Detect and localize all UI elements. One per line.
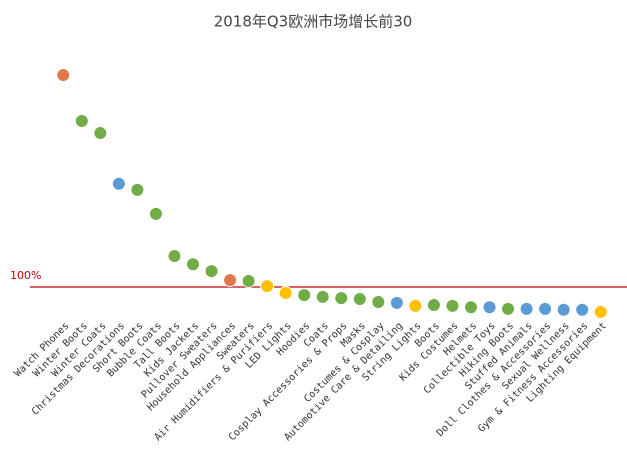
dot (297, 288, 312, 303)
dot (315, 289, 330, 304)
dot (278, 286, 293, 301)
dot (371, 295, 386, 310)
dot (501, 301, 516, 316)
dot (575, 302, 590, 317)
dot (241, 273, 256, 288)
dot (167, 249, 182, 264)
dot (482, 300, 497, 315)
dot (93, 126, 108, 141)
dot (556, 302, 571, 317)
dot (464, 300, 478, 315)
dot (445, 298, 460, 313)
dot (593, 304, 608, 319)
dot (260, 279, 275, 294)
dot (389, 295, 404, 310)
dot (352, 292, 367, 307)
dot (111, 176, 126, 191)
dot (538, 301, 553, 316)
dot (74, 114, 89, 129)
dot (130, 182, 145, 197)
chart-title: 2018年Q3欧洲市场增长前30 (214, 13, 413, 31)
dot (56, 68, 71, 83)
dot (148, 206, 163, 221)
reference-label: 100% (10, 269, 41, 282)
dot (408, 298, 423, 313)
dot (186, 257, 200, 272)
dot (426, 298, 441, 313)
dot (223, 273, 238, 288)
dot (334, 291, 349, 306)
dot (519, 301, 534, 316)
dot (204, 264, 219, 279)
